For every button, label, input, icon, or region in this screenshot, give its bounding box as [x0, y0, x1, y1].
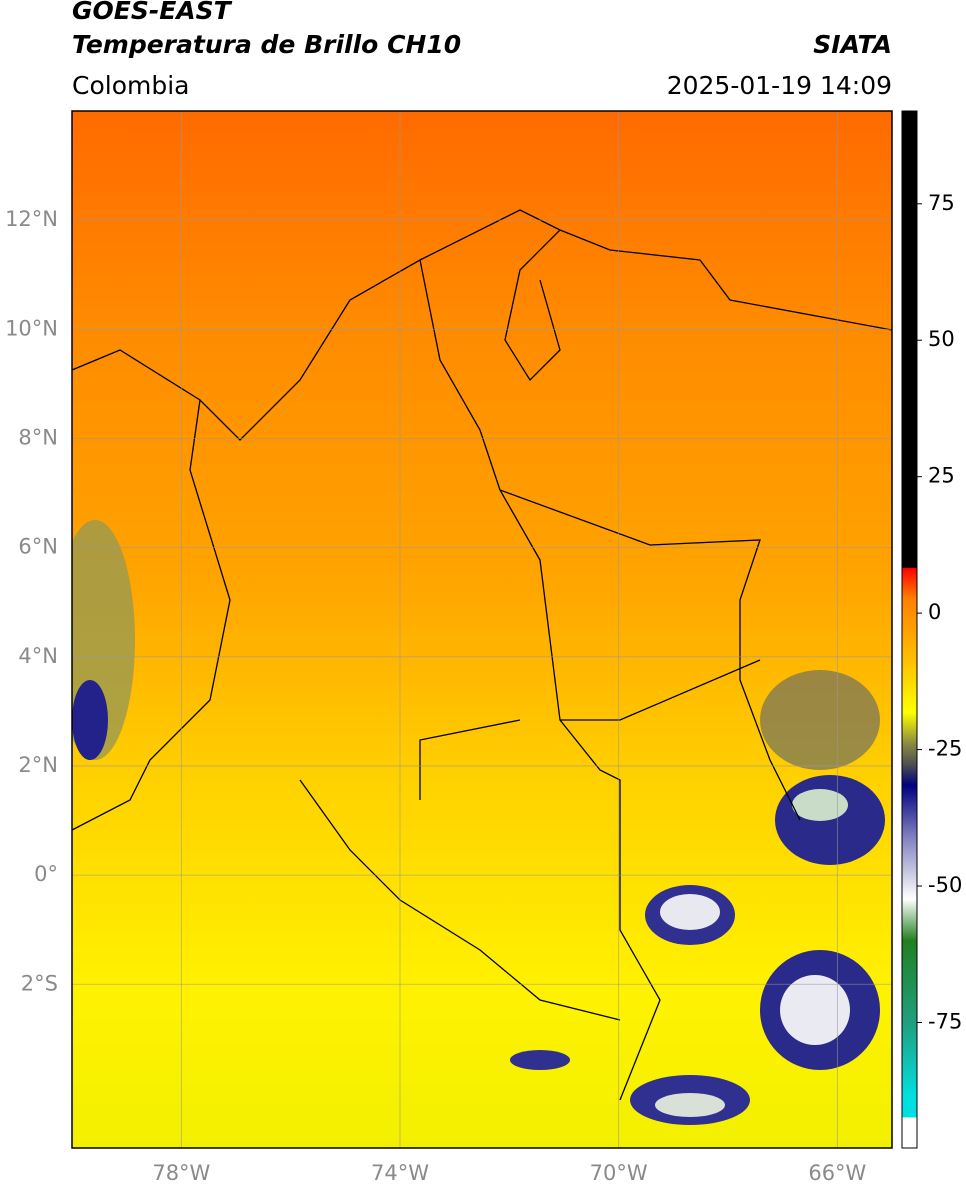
y-tick-label: 6°N [18, 535, 58, 559]
cloud [775, 775, 885, 865]
y-tick-label: 2°N [18, 753, 58, 777]
satellite-image [72, 111, 892, 1148]
cloud [655, 1093, 725, 1117]
datetime: 2025-01-19 14:09 [667, 71, 892, 100]
region: Colombia [72, 71, 189, 100]
grid [72, 111, 892, 1148]
title: GOES-EAST [72, 0, 233, 25]
cloud [792, 789, 848, 821]
colorbar-tick-label: -75 [928, 1009, 962, 1033]
y-tick-label: 0° [34, 862, 58, 886]
cloud [660, 894, 720, 930]
cloud [510, 1050, 570, 1070]
colorbar-tick-label: 0 [928, 600, 941, 624]
y-tick-label: 4°N [18, 644, 58, 668]
image-background [72, 111, 892, 1148]
x-tick-label: 70°W [590, 1161, 648, 1185]
colorbar-tick-label: 25 [928, 464, 955, 488]
x-tick-label: 66°W [808, 1161, 866, 1185]
cloud [760, 670, 880, 770]
y-tick-label: 2°S [21, 971, 58, 995]
x-tick-label: 74°W [371, 1161, 429, 1185]
map-frame [71, 110, 893, 1149]
subtitle: Temperatura de Brillo CH10 [72, 30, 461, 59]
colorbar [901, 110, 918, 1149]
colorbar-tick-label: -50 [928, 873, 962, 897]
colorbar-tick-label: 50 [928, 327, 955, 351]
cloud [72, 680, 108, 760]
source: SIATA [813, 30, 892, 59]
y-tick-label: 10°N [5, 316, 58, 340]
colorbar-tick-label: 75 [928, 191, 955, 215]
y-tick-label: 12°N [5, 207, 58, 231]
boundaries [72, 209, 892, 1101]
colorbar-tick-label: -25 [928, 737, 962, 761]
y-tick-label: 8°N [18, 425, 58, 449]
cloud [780, 975, 850, 1045]
x-tick-label: 78°W [152, 1161, 210, 1185]
